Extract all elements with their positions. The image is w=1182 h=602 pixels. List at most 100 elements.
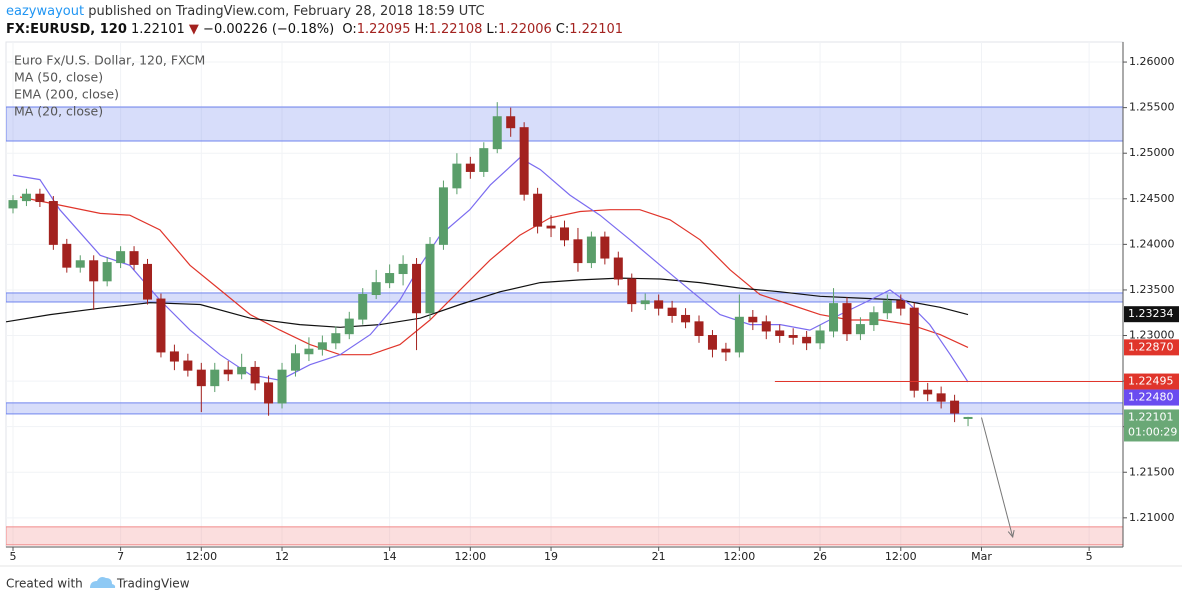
candle-body	[290, 353, 300, 371]
quote-value: 1.22095	[357, 22, 411, 37]
footer-brand[interactable]: TradingView	[116, 577, 190, 591]
quote-label: C:	[556, 22, 569, 37]
candle-body	[829, 303, 839, 332]
candle-body	[654, 300, 664, 309]
quote-line: FX:EURUSD, 120 1.22101 ▼ −0.00226 (−0.18…	[6, 22, 623, 37]
candle-body	[277, 369, 287, 404]
candle-body	[560, 227, 569, 241]
symbol: FX:EURUSD, 120	[6, 22, 127, 37]
change: −0.00226 (−0.18%)	[203, 22, 334, 37]
zone	[6, 402, 1123, 415]
x-tick-label: 12	[275, 550, 289, 563]
quote-label: L:	[486, 22, 498, 37]
candle-body	[344, 318, 354, 335]
zones	[6, 106, 1123, 546]
last-price: 1.22101	[131, 22, 185, 37]
candle-body	[586, 236, 596, 264]
candle-body	[89, 260, 99, 282]
zone	[6, 526, 1123, 546]
indicator-line	[6, 277, 969, 328]
candle-body	[707, 335, 717, 350]
legend-entry: MA (20, close)	[14, 104, 103, 119]
candle-body	[479, 148, 489, 172]
candle-body	[196, 369, 206, 387]
x-tick-label: 5	[1086, 550, 1093, 563]
quote-label: H:	[414, 22, 428, 37]
candle-body	[371, 282, 381, 295]
quote-value: 1.22108	[429, 22, 483, 37]
price-label: 1.22870	[1128, 340, 1174, 353]
candle-body	[317, 342, 327, 350]
price-label-box	[1124, 409, 1179, 442]
x-tick-label: 14	[383, 550, 397, 563]
candle-body	[533, 193, 543, 227]
candle-body	[896, 300, 906, 309]
price-label: 1.22480	[1128, 391, 1174, 404]
x-tick-label: 12:00	[885, 550, 917, 563]
candle-body	[882, 300, 892, 314]
candle-body	[761, 321, 771, 332]
footer-created: Created with	[6, 577, 83, 591]
candle-body	[923, 389, 933, 395]
price-labels: 1.23234 1.22870 1.22495 1.22480 1.22101 01:00…	[1124, 306, 1179, 442]
candle-body	[748, 316, 758, 323]
legend-entry: MA (50, close)	[14, 70, 103, 85]
candle-body	[116, 251, 126, 264]
price-label-box	[1124, 389, 1179, 406]
y-tick-label: 1.24500	[1129, 192, 1175, 205]
candle-body	[102, 262, 112, 282]
published: published on TradingView.com, February 2…	[88, 4, 484, 19]
candle-body	[667, 307, 677, 316]
candle-body	[546, 225, 556, 229]
candle-body	[304, 348, 314, 355]
candle-body	[425, 243, 435, 314]
axes: 1.26000 1.25500 1.25000 1.24500 1.24000 1.235…	[9, 55, 1174, 563]
x-tick-label: 5	[9, 550, 16, 563]
arrow-head	[1007, 530, 1015, 539]
quote-value: 1.22101	[569, 22, 623, 37]
candle-body	[492, 116, 502, 150]
candle-body	[815, 330, 825, 344]
y-tick-label: 1.26000	[1129, 55, 1175, 68]
author[interactable]: eazywayout	[6, 4, 84, 19]
y-tick-label: 1.21500	[1129, 465, 1175, 478]
candle-body	[950, 400, 960, 414]
y-tick-label: 1.23500	[1129, 283, 1175, 296]
candle-body	[721, 348, 731, 353]
candle-body	[788, 335, 798, 338]
candle-body	[869, 312, 879, 326]
candle-body	[506, 116, 516, 129]
candle-body	[842, 303, 852, 335]
header-line: eazywayout published on TradingView.com,…	[6, 4, 485, 19]
price-label: 1.22495	[1128, 375, 1174, 388]
candle-body	[264, 382, 274, 404]
x-tick-label: 12:00	[454, 550, 486, 563]
candle-body	[909, 307, 919, 391]
candle-body	[681, 314, 691, 323]
countdown: 01:00:29	[1128, 425, 1177, 438]
price-label: 1.22101	[1128, 410, 1174, 423]
candle-body	[452, 163, 462, 189]
y-tick-label: 1.21000	[1129, 511, 1175, 524]
candle-body	[802, 336, 812, 344]
candle-body	[237, 366, 247, 375]
x-tick-label: 19	[544, 550, 558, 563]
candle-body	[412, 263, 422, 314]
candle-body	[156, 298, 166, 353]
x-tick-label: 7	[117, 550, 124, 563]
y-tick-label: 1.25000	[1129, 146, 1175, 159]
candle-body	[358, 294, 368, 320]
candle-body	[223, 369, 233, 375]
candle-body	[250, 366, 260, 384]
candle-body	[398, 263, 408, 275]
candle-body	[936, 393, 946, 402]
drawings	[774, 381, 1123, 539]
arrow-line	[981, 417, 1014, 538]
candle-body	[438, 187, 448, 245]
y-tick-label: 1.24000	[1129, 237, 1175, 250]
legend-entry: EMA (200, close)	[14, 87, 119, 102]
candle-body	[627, 278, 637, 305]
price-label: 1.23234	[1128, 307, 1174, 320]
legend: MA (50, close) EMA (200, close) MA (20, cl…	[14, 70, 119, 119]
